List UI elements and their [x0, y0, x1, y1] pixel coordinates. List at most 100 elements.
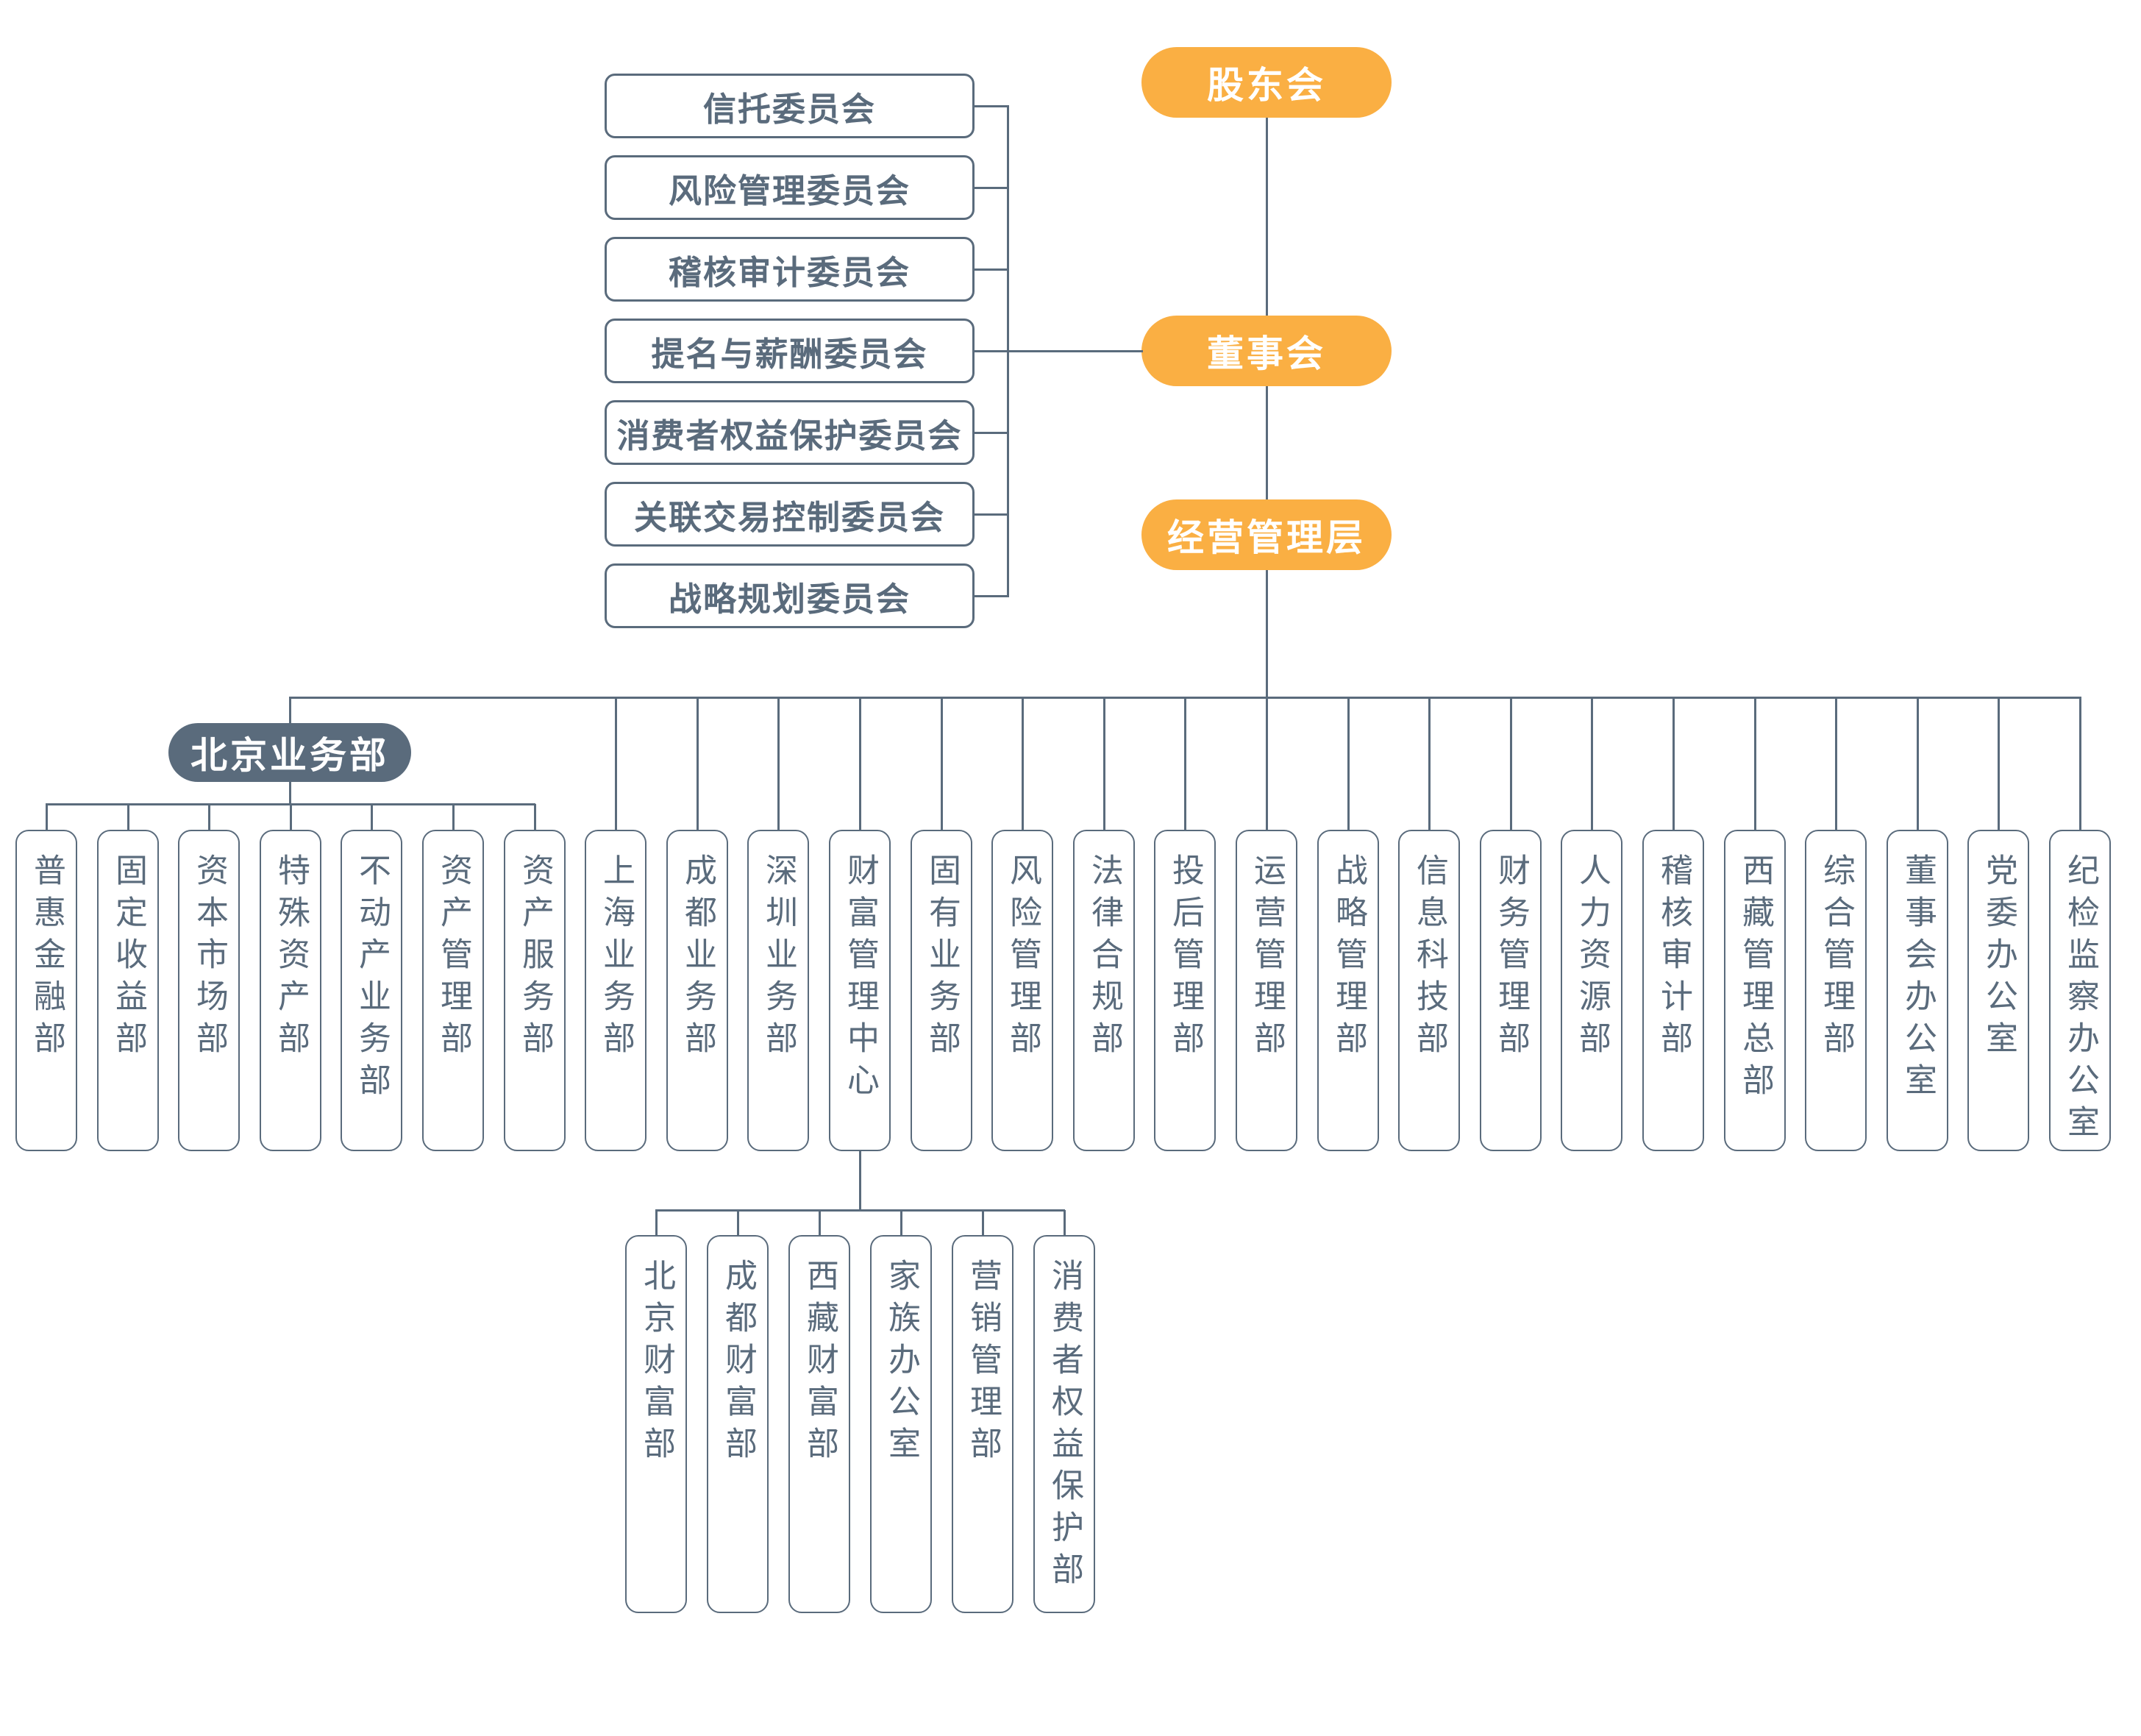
beijing-sub-department-box-label: 固定收益部 [110, 853, 146, 1063]
connector [1266, 570, 1268, 697]
committee-box: 提名与薪酬委员会 [605, 319, 975, 383]
committee-box: 风险管理委员会 [605, 155, 975, 220]
beijing-sub-department-box-label: 不动产业务部 [354, 853, 390, 1105]
committee-box-label: 信托委员会 [702, 90, 876, 128]
wealth-sub-department-box-label: 家族办公室 [883, 1259, 919, 1468]
committee-box: 信托委员会 [605, 74, 975, 138]
connector [697, 697, 699, 830]
department-box: 深圳业务部 [747, 830, 809, 1151]
department-box: 战略管理部 [1317, 830, 1379, 1151]
committee-box-label: 提名与薪酬委员会 [651, 335, 928, 373]
department-box-label: 风险管理部 [1005, 853, 1041, 1063]
connector [1266, 386, 1268, 499]
beijing-division-node: 北京业务部 [168, 723, 411, 782]
beijing-sub-department-box-label: 资产管理部 [435, 853, 471, 1063]
connector [859, 697, 861, 830]
connector [655, 1210, 658, 1235]
connector [1672, 697, 1675, 830]
committee-box-label: 战略规划委员会 [668, 580, 911, 618]
connector [2079, 697, 2081, 830]
connector [975, 105, 1008, 107]
connector [452, 804, 455, 830]
connector [975, 187, 1008, 189]
wealth-sub-department-box-label: 成都财富部 [720, 1259, 756, 1468]
department-box-label: 深圳业务部 [760, 853, 797, 1063]
department-box: 投后管理部 [1154, 830, 1216, 1151]
department-box-label: 党委办公室 [1981, 853, 2017, 1063]
connector [290, 804, 292, 830]
connector [1835, 697, 1837, 830]
department-box: 法律合规部 [1073, 830, 1135, 1151]
connector [289, 782, 291, 804]
connector [1754, 697, 1756, 830]
connector [1184, 697, 1186, 830]
wealth-sub-department-box: 西藏财富部 [788, 1235, 850, 1613]
department-box-label: 董事会办公室 [1900, 853, 1936, 1105]
department-box: 风险管理部 [991, 830, 1053, 1151]
connector [1510, 697, 1512, 830]
beijing-sub-department-box: 不动产业务部 [341, 830, 402, 1151]
wealth-sub-department-box: 家族办公室 [870, 1235, 932, 1613]
department-box: 党委办公室 [1967, 830, 2029, 1151]
connector [1998, 697, 2000, 830]
wealth-sub-department-box-label: 营销管理部 [965, 1259, 1001, 1468]
committee-box: 稽核审计委员会 [605, 237, 975, 302]
connector [615, 697, 617, 830]
department-box-label: 运营管理部 [1249, 853, 1285, 1063]
department-box-label: 西藏管理总部 [1737, 853, 1773, 1105]
connector [975, 595, 1008, 597]
connector [737, 1210, 739, 1235]
wealth-sub-department-box-label: 西藏财富部 [802, 1259, 838, 1468]
beijing-sub-department-box: 固定收益部 [97, 830, 159, 1151]
department-box: 运营管理部 [1236, 830, 1297, 1151]
department-box: 西藏管理总部 [1724, 830, 1786, 1151]
department-box-label: 成都业务部 [680, 853, 716, 1063]
connector [655, 1209, 1065, 1212]
department-box: 纪检监察办公室 [2049, 830, 2111, 1151]
connector [1103, 697, 1105, 830]
wealth-sub-department-box: 营销管理部 [952, 1235, 1013, 1613]
committee-box-label: 风险管理委员会 [668, 171, 911, 210]
department-box: 财富管理中心 [829, 830, 891, 1151]
department-box: 财务管理部 [1480, 830, 1542, 1151]
committee-box-label: 关联交易控制委员会 [633, 498, 945, 536]
connector [1007, 350, 1143, 352]
beijing-sub-department-box: 资产管理部 [422, 830, 484, 1151]
management-node: 经营管理层 [1141, 499, 1392, 570]
department-box: 综合管理部 [1805, 830, 1867, 1151]
connector [941, 697, 943, 830]
department-box: 人力资源部 [1561, 830, 1622, 1151]
beijing-sub-department-box: 普惠金融部 [15, 830, 77, 1151]
beijing-sub-department-box: 资产服务部 [504, 830, 566, 1151]
department-box: 董事会办公室 [1887, 830, 1948, 1151]
connector [1591, 697, 1593, 830]
connector [534, 804, 536, 830]
connector [1022, 697, 1024, 830]
department-box-label: 投后管理部 [1167, 853, 1203, 1063]
department-box-label: 纪检监察办公室 [2062, 853, 2098, 1147]
committee-box: 关联交易控制委员会 [605, 482, 975, 547]
wealth-sub-department-box: 消费者权益保护部 [1033, 1235, 1095, 1613]
department-box-label: 固有业务部 [924, 853, 960, 1063]
department-box: 成都业务部 [666, 830, 728, 1151]
wealth-sub-department-box: 成都财富部 [707, 1235, 769, 1613]
connector [982, 1210, 984, 1235]
connector [127, 804, 129, 830]
connector [975, 432, 1008, 434]
connector [289, 697, 291, 723]
connector [1347, 697, 1350, 830]
connector [777, 697, 780, 830]
wealth-sub-department-box-label: 北京财富部 [638, 1259, 674, 1468]
department-box-label: 财务管理部 [1493, 853, 1529, 1063]
department-box: 稽核审计部 [1642, 830, 1704, 1151]
wealth-sub-department-box: 北京财富部 [625, 1235, 687, 1613]
wealth-sub-department-box-label: 消费者权益保护部 [1047, 1259, 1083, 1594]
connector [900, 1210, 902, 1235]
connector [975, 268, 1008, 271]
committee-box-label: 稽核审计委员会 [668, 253, 911, 291]
department-box: 上海业务部 [585, 830, 646, 1151]
department-box-label: 战略管理部 [1330, 853, 1367, 1063]
beijing-sub-department-box-label: 普惠金融部 [29, 853, 65, 1063]
connector [975, 513, 1008, 516]
